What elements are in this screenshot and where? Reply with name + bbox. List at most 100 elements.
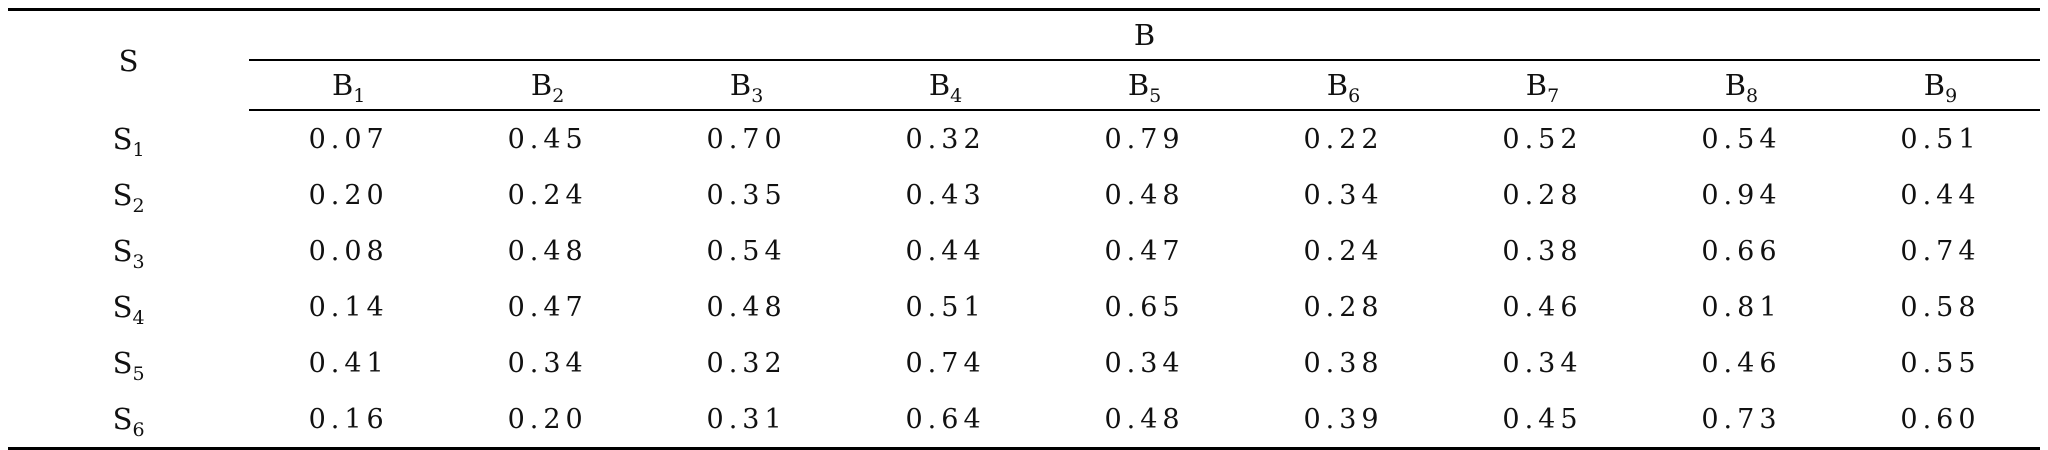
table-cell: 0.48 (507, 235, 588, 267)
table-cell: 0.47 (507, 291, 588, 323)
table-cell: 0.64 (905, 403, 986, 435)
column-header-base: B (1326, 68, 1349, 102)
column-header-cell: B3 (647, 59, 847, 111)
column-header-row: B1 B2 B3 B4 B5 B6 B7 B8 B9 (8, 59, 2040, 111)
column-header-base: B (1127, 68, 1150, 102)
row-label-cell: S3 (8, 223, 249, 279)
row-label-subscript: 1 (132, 138, 145, 161)
column-header-cell: B1 (249, 59, 449, 111)
column-header-cell: B8 (1641, 59, 1841, 111)
column-header-subscript: 6 (1348, 85, 1361, 107)
column-header-cell: B7 (1442, 59, 1642, 111)
table-cell: 0.79 (1104, 123, 1185, 155)
table-cell: 0.28 (1502, 179, 1583, 211)
table-cell: 0.74 (1900, 235, 1981, 267)
table-cell: 0.65 (1104, 291, 1185, 323)
table-cell: 0.52 (1502, 123, 1583, 155)
table-cell: 0.81 (1701, 291, 1782, 323)
table-cell: 0.20 (507, 403, 588, 435)
table-cell: 0.14 (308, 291, 389, 323)
table-cell: 0.73 (1701, 403, 1782, 435)
table-cell: 0.22 (1303, 123, 1384, 155)
row-label-cell: S6 (8, 391, 249, 447)
table-cell: 0.34 (1502, 347, 1583, 379)
table-cell: 0.34 (507, 347, 588, 379)
table-cell: 0.48 (706, 291, 787, 323)
row-label-subscript: 3 (132, 251, 145, 273)
column-header-base: B (729, 68, 752, 102)
table-cell: 0.94 (1701, 179, 1782, 211)
row-label-cell: S2 (8, 167, 249, 223)
top-rule (8, 8, 2040, 12)
header-row-group: S B (8, 11, 2040, 78)
column-header-cell: B9 (1840, 59, 2040, 111)
column-header-base: B (1923, 68, 1946, 102)
column-header-subscript: 2 (552, 85, 565, 107)
table-cell: 0.54 (1701, 123, 1782, 155)
row-label-cell: S5 (8, 335, 249, 391)
group-header-label: B (1133, 18, 1156, 52)
table-row: S4 0.14 0.47 0.48 0.51 0.65 0.28 0.46 0.81 0.58 (8, 279, 2040, 335)
table-cell: 0.45 (507, 123, 588, 155)
table-cell: 0.60 (1900, 403, 1981, 435)
table-cell: 0.32 (706, 347, 787, 379)
column-header-subscript: 5 (1149, 85, 1162, 107)
row-header-label: S (118, 43, 139, 78)
row-label-subscript: 2 (132, 195, 145, 217)
table-cell: 0.16 (308, 403, 389, 435)
table-row: S5 0.41 0.34 0.32 0.74 0.34 0.38 0.34 0.46 0.55 (8, 335, 2040, 391)
table-cell: 0.35 (706, 179, 787, 211)
table-cell: 0.55 (1900, 347, 1981, 379)
row-header-cell: S (8, 11, 249, 110)
table-cell: 0.48 (1104, 179, 1185, 211)
row-label-base: S (112, 234, 133, 268)
column-header-base: B (928, 68, 951, 102)
table-cell: 0.34 (1104, 347, 1185, 379)
column-header-base: B (1525, 68, 1548, 102)
column-header-subscript: 1 (353, 85, 366, 107)
table-cell: 0.58 (1900, 291, 1981, 323)
table-cell: 0.70 (706, 123, 787, 155)
table-cell: 0.43 (905, 179, 986, 211)
table-cell: 0.39 (1303, 403, 1384, 435)
group-header-cell: B (249, 11, 2040, 60)
row-label-subscript: 6 (132, 419, 145, 441)
column-header-base: B (530, 68, 553, 102)
row-label-subscript: 5 (132, 363, 145, 385)
table-cell: 0.54 (706, 235, 787, 267)
table-cell: 0.74 (905, 347, 986, 379)
table-cell: 0.41 (308, 347, 389, 379)
table-cell: 0.08 (308, 235, 389, 267)
table-cell: 0.32 (905, 123, 986, 155)
table-row: S2 0.20 0.24 0.35 0.43 0.48 0.34 0.28 0.94 0.44 (8, 167, 2040, 223)
column-header-cell: B5 (1045, 59, 1245, 111)
table-cell: 0.34 (1303, 179, 1384, 211)
table-row: S1 0.07 0.45 0.70 0.32 0.79 0.22 0.52 0.54 0.51 (8, 110, 2040, 167)
data-table: S B B1 B2 B3 B4 B5 B6 B7 B8 B9 S1 0.07 0.45 0.70 0.3… (8, 8, 2040, 450)
table-cell: 0.28 (1303, 291, 1384, 323)
table-cell: 0.44 (905, 235, 986, 267)
row-label-base: S (112, 290, 133, 324)
table-cell: 0.66 (1701, 235, 1782, 267)
column-header-base: B (331, 68, 354, 102)
table-cell: 0.46 (1701, 347, 1782, 379)
column-header-subscript: 4 (950, 85, 963, 107)
row-label-base: S (112, 346, 133, 380)
column-header-subscript: 9 (1945, 85, 1958, 107)
column-header-base: B (1724, 68, 1747, 102)
table-cell: 0.31 (706, 403, 787, 435)
column-header-subscript: 8 (1746, 85, 1759, 107)
table-cell: 0.47 (1104, 235, 1185, 267)
column-header-subscript: 7 (1547, 85, 1560, 107)
table-cell: 0.51 (1900, 123, 1981, 155)
row-label-base: S (112, 178, 133, 212)
table-cell: 0.07 (308, 123, 389, 155)
table-cell: 0.38 (1502, 235, 1583, 267)
table-cell: 0.46 (1502, 291, 1583, 323)
column-header-cell: B6 (1244, 59, 1443, 111)
table-row: S3 0.08 0.48 0.54 0.44 0.47 0.24 0.38 0.66 0.74 (8, 223, 2040, 279)
table-cell: 0.24 (1303, 235, 1384, 267)
column-header-subscript: 3 (751, 85, 764, 107)
table-cell: 0.24 (507, 179, 588, 211)
table-cell: 0.20 (308, 179, 389, 211)
